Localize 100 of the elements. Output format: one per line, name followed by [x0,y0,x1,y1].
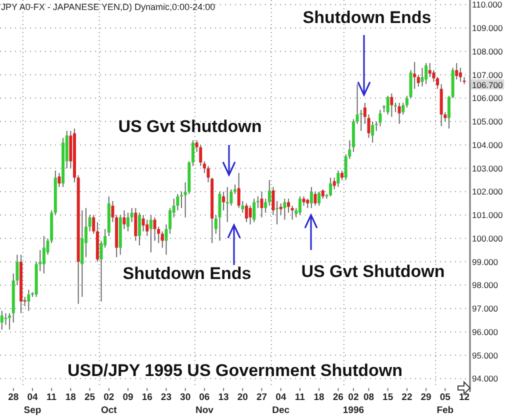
x-tick-label: 11 [294,392,306,403]
candlestick [180,191,184,209]
x-tick-label: 26 [332,392,344,403]
candlestick [92,214,96,234]
annotation: Shutdown Ends [122,264,252,283]
candlestick [306,198,310,209]
y-tick-label: 99.000 [472,256,498,267]
y-tick-label: 95.000 [472,350,498,360]
candlestick [268,179,271,206]
candlestick [237,172,240,209]
candlestick [386,95,390,116]
candlestick [142,214,145,232]
candlestick [405,95,408,108]
candlestick [394,102,397,113]
candlestick [199,144,202,166]
candlestick [122,210,126,230]
x-tick-label: 18 [314,392,324,403]
candlestick [286,198,290,214]
x-tick-label: 20 [237,392,248,403]
x-tick-label: 06 Nov [195,392,214,416]
annotation: US Gvt Shutdown [118,117,262,136]
chart-subtitle: JPY A0-FX - JAPANESE YEN,D) Dynamic,0:00-24:00 [1,2,216,12]
candlestick [27,289,30,312]
candlestick [390,92,394,118]
candlestick [398,102,401,124]
y-tick-label: 105.000 [472,116,503,127]
candlestick [260,191,264,218]
candlestick [436,76,440,90]
candlestick [248,205,252,225]
candlestick [455,62,458,80]
candlestick [252,198,256,223]
candlestick [42,236,46,274]
x-tick-label: 02 Oct [100,392,118,416]
y-tick-label: 107.000 [472,70,503,80]
candlestick [111,200,114,223]
candlestick [134,208,138,242]
candlestick [8,312,12,330]
candlestick [146,219,149,237]
x-tick-label: 15 [382,392,394,403]
x-tick-label: 05 Feb [436,392,454,416]
x-tick-label: 11 [46,392,58,403]
candlestick [420,67,424,87]
candlestick [226,186,229,223]
x-tick-label: 28 [8,392,19,403]
candlestick [88,214,92,232]
candlestick [378,109,382,127]
y-tick-label: 109.000 [472,23,503,34]
candlestick [447,95,450,130]
candlestick [424,62,428,85]
candlestick [218,191,222,242]
x-tick-label: 13 [218,392,229,403]
candlestick [153,216,156,242]
candlestick [130,208,134,223]
candlestick [0,310,4,330]
x-tick-label: 08 [363,392,374,403]
candlestick [413,61,416,90]
candlestick [191,140,194,166]
x-tick-label: 12 [458,392,470,403]
candlestick [298,196,302,216]
x-tick-label: 27 [256,392,268,403]
x-tick-label: 25 [84,392,96,403]
y-tick-label: 96.000 [472,326,498,337]
candlestick [336,170,340,188]
y-tick-label: 103.000 [472,163,503,174]
x-tick-label: 02 1996 [342,392,364,416]
candlestick [222,191,226,211]
x-tick-label: 18 [65,392,76,403]
candlestick [321,188,324,200]
candlestick [126,212,130,232]
y-tick-label: 106.000 [472,93,503,104]
candlestick [164,224,168,256]
y-tick-label: 98.000 [472,280,498,290]
candlestick [149,214,152,253]
candlestick [318,191,321,206]
y-tick-label: 110.000 [472,0,502,10]
y-tick-label: 97.000 [472,304,498,314]
x-tick-label: 23 [160,392,172,403]
candlestick [314,191,317,206]
candlestick [371,121,374,144]
annotation: US Gvt Shutdown [301,262,445,281]
y-tick-label: 104.000 [472,140,503,150]
candlestick [138,212,141,246]
y-tick-label: 101.000 [472,210,503,220]
text: USD/JPY 1995 US Government Shutdown [67,361,403,380]
y-tick-label: 102.000 [472,186,503,197]
x-tick-label: 22 [402,392,412,403]
y-tick-label: 106.700 [472,80,503,90]
candlestick [283,198,286,220]
x-tick-label: 04 Sep [24,392,42,416]
annotation: Shutdown Ends [302,8,432,27]
x-tick-label: 04 Dec [272,392,290,416]
candlestick [244,202,248,223]
y-tick-label: 100.000 [472,233,503,244]
x-tick-label: 30 [180,392,191,403]
candlestick [160,230,164,248]
candlestick [168,208,172,234]
x-tick-label: 29 [420,392,432,403]
candlestick [290,205,294,220]
candlestick [329,177,332,197]
y-tick-label: 108.000 [472,46,503,56]
